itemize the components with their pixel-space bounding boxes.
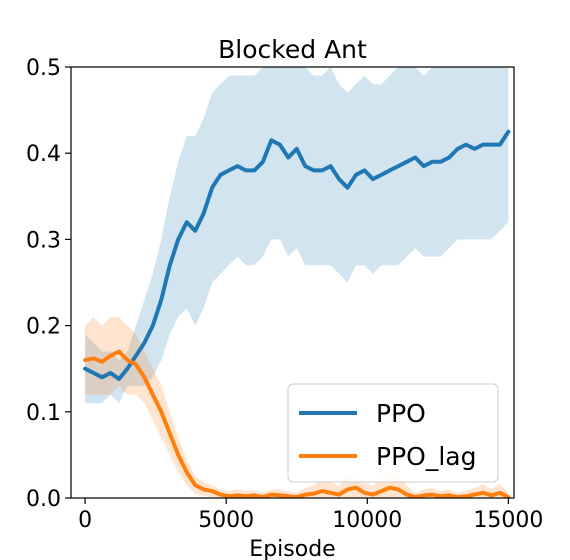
y-tick-label: 0.3 xyxy=(26,228,61,253)
x-tick-label: 0 xyxy=(78,508,92,533)
legend-label-ppo-lag: PPO_lag xyxy=(376,442,476,471)
y-axis-ticks: 0.0 0.1 0.2 0.3 0.4 0.5 xyxy=(26,56,71,512)
x-tick-label: 10000 xyxy=(332,508,402,533)
y-tick-label: 0.1 xyxy=(26,401,61,426)
series-line-ppo-lag xyxy=(83,349,511,498)
plot-frame xyxy=(70,66,515,499)
chart-title: Blocked Ant xyxy=(218,35,367,64)
legend-label-ppo: PPO xyxy=(376,399,426,428)
x-tick-label: 5000 xyxy=(198,508,254,533)
y-tick-label: 0.4 xyxy=(26,142,61,167)
confidence-bands xyxy=(85,67,509,498)
band-ppo xyxy=(85,67,509,404)
legend: PPO PPO_lag xyxy=(287,383,499,483)
y-tick-label: 0.5 xyxy=(26,56,61,81)
series-lines xyxy=(83,129,511,498)
x-axis-ticks: 0 5000 10000 15000 xyxy=(78,498,543,533)
x-tick-label: 15000 xyxy=(473,508,543,533)
y-tick-label: 0.0 xyxy=(26,487,61,512)
band-ppo-lag xyxy=(85,317,509,498)
x-axis-label: Episode xyxy=(249,537,335,560)
y-tick-label: 0.2 xyxy=(26,315,61,340)
series-line-ppo xyxy=(83,129,511,381)
